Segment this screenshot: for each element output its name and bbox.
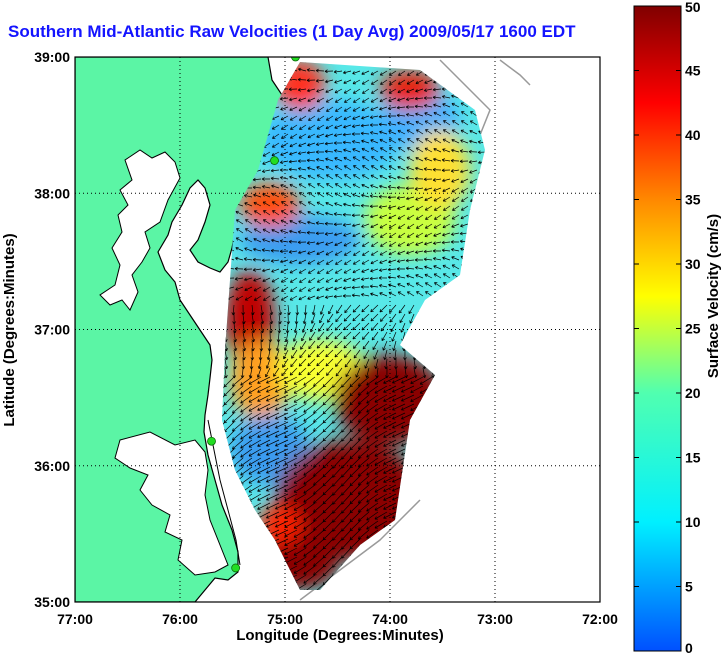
x-tick-label: 74:00	[372, 611, 408, 627]
colorbar	[633, 5, 682, 652]
chart-title: Southern Mid-Atlantic Raw Velocities (1 …	[8, 22, 576, 41]
colorbar-tick-label: 25	[685, 321, 701, 337]
y-tick-label: 35:00	[34, 594, 70, 610]
colorbar-tick-label: 50	[685, 0, 701, 15]
y-tick-label: 38:00	[34, 185, 70, 201]
velocity-vectors	[222, 62, 485, 590]
x-tick-label: 76:00	[162, 611, 198, 627]
y-tick-label: 39:00	[34, 49, 70, 65]
radar-station-marker	[270, 156, 279, 165]
colorbar-tick-label: 15	[685, 450, 701, 466]
colorbar-tick-label: 10	[685, 514, 701, 530]
colorbar-tick-label: 5	[685, 579, 693, 595]
x-tick-label: 73:00	[477, 611, 513, 627]
pamlico-sound	[114, 431, 229, 576]
plot-frame	[74, 56, 601, 603]
radar-station-marker	[291, 57, 300, 62]
colorbar-tick-label: 40	[685, 127, 701, 143]
x-tick-label: 77:00	[57, 611, 93, 627]
x-tick-label: 75:00	[267, 611, 303, 627]
chesapeake-bay	[99, 149, 181, 311]
x-axis-label: Longitude (Degrees:Minutes)	[236, 627, 444, 644]
y-tick-label: 37:00	[34, 322, 70, 338]
colorbar-label: Surface Velocity (cm/s)	[705, 214, 722, 378]
colorbar-tick-label: 35	[685, 192, 701, 208]
colorbar-tick-label: 0	[685, 640, 693, 656]
y-tick-label: 36:00	[34, 458, 70, 474]
colorbar-tick-label: 45	[685, 63, 701, 79]
colorbar-tick-label: 30	[685, 256, 701, 272]
radar-stations	[207, 57, 300, 573]
x-tick-labels: 77:00 76:00 75:00 74:00 73:00 72:00	[57, 611, 618, 627]
x-tick-label: 72:00	[582, 611, 618, 627]
grid-lines	[75, 57, 600, 602]
radar-station-marker	[231, 563, 241, 573]
y-axis-label: Latitude (Degrees:Minutes)	[1, 233, 18, 426]
velocity-vector-arrows	[222, 62, 485, 590]
radar-station-marker	[207, 436, 216, 446]
isobath-line-2	[499, 59, 531, 86]
colorbar-tick-label: 20	[685, 385, 701, 401]
y-tick-labels: 39:00 38:00 37:00 36:00 35:00	[34, 49, 70, 610]
